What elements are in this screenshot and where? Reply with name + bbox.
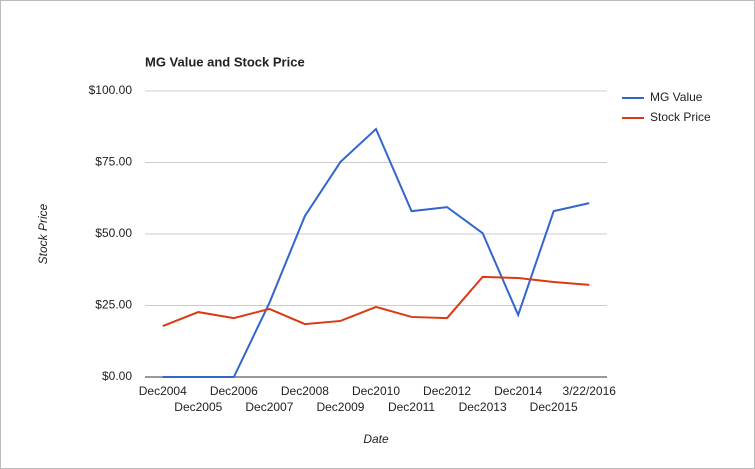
y-tick-label: $0.00 <box>102 369 132 383</box>
legend-label: MG Value <box>650 90 703 104</box>
x-tick-label: Dec2006 <box>210 384 258 398</box>
x-tick-label: Dec2008 <box>281 384 329 398</box>
x-tick-label: Dec2015 <box>530 400 578 414</box>
x-tick-label: Dec2011 <box>388 400 435 414</box>
legend-label: Stock Price <box>650 110 711 124</box>
x-axis-label: Date <box>363 432 389 446</box>
y-axis-label: Stock Price <box>36 203 50 264</box>
x-tick-label: Dec2013 <box>459 400 507 414</box>
line <box>162 127 590 378</box>
x-tick-label: Dec2004 <box>139 384 187 398</box>
x-tick-label: Dec2005 <box>174 400 222 414</box>
line <box>162 275 590 328</box>
y-tick-label: $50.00 <box>95 226 132 240</box>
y-tick-label: $100.00 <box>89 83 133 97</box>
chart-title: MG Value and Stock Price <box>145 54 305 69</box>
x-tick-label: Dec2012 <box>423 384 471 398</box>
x-tick-label: Dec2014 <box>494 384 542 398</box>
y-tick-label: $25.00 <box>95 298 132 312</box>
y-tick-label: $75.00 <box>95 155 132 169</box>
x-tick-label: Dec2009 <box>316 400 364 414</box>
x-tick-label: 3/22/2016 <box>563 384 617 398</box>
x-tick-label: Dec2010 <box>352 384 400 398</box>
x-tick-label: Dec2007 <box>245 400 293 414</box>
